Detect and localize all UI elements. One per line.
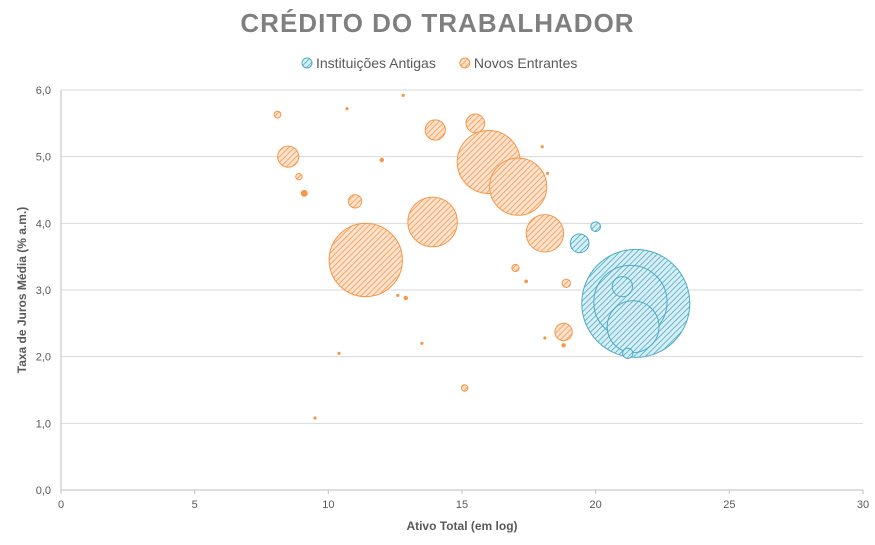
legend-marker <box>459 57 471 69</box>
bubble <box>606 300 660 354</box>
series-novos-entrantes <box>273 93 573 420</box>
bubble <box>460 384 469 392</box>
x-tick-label: 15 <box>456 499 468 511</box>
bubble <box>403 295 409 301</box>
bubble <box>543 336 547 340</box>
bubble <box>554 322 573 342</box>
axes: 0,0 1,0 2,0 3,0 4,0 5,0 6,0 0 5 10 15 20 25 30 <box>36 85 869 511</box>
legend-item: Instituições Antigas <box>301 55 436 71</box>
bubble <box>277 145 300 168</box>
x-tick-label: 10 <box>322 499 334 511</box>
bubble <box>524 279 528 284</box>
series-instituicoes-antigas <box>569 221 691 359</box>
legend-marker <box>301 57 313 69</box>
bubble <box>590 221 601 232</box>
bubble <box>337 351 341 355</box>
x-tick-label: 5 <box>192 499 198 511</box>
bubble <box>420 341 424 345</box>
bubble <box>424 119 446 141</box>
bubble <box>561 343 566 348</box>
bubble <box>611 276 634 298</box>
legend-item: Novos Entrantes <box>459 55 578 71</box>
bubble <box>561 278 571 289</box>
x-tick-label: 30 <box>857 499 869 511</box>
bubble <box>313 416 317 420</box>
x-tick-label: 0 <box>58 499 64 511</box>
bubble <box>465 113 486 134</box>
y-tick-label: 2,0 <box>36 352 51 364</box>
x-axis-label: Ativo Total (em log) <box>406 519 517 533</box>
bubble <box>540 145 544 149</box>
legend-label: Instituições Antigas <box>316 55 436 71</box>
bubble <box>347 194 363 209</box>
bubble <box>379 157 385 163</box>
legend-label: Novos Entrantes <box>474 55 578 71</box>
bubble <box>328 222 403 298</box>
bubble <box>511 263 520 273</box>
bubble <box>300 189 308 197</box>
legend: Instituições Antigas Novos Entrantes <box>301 55 578 71</box>
bubble <box>273 110 282 119</box>
bubble <box>407 196 458 248</box>
bubble <box>401 93 405 97</box>
x-tick-label: 20 <box>590 499 602 511</box>
y-tick-label: 3,0 <box>36 285 51 297</box>
y-tick-label: 5,0 <box>36 152 51 164</box>
y-tick-label: 0,0 <box>36 485 51 497</box>
bubble <box>622 347 634 359</box>
bubble <box>545 171 550 175</box>
bubble <box>295 172 303 181</box>
bubble <box>525 214 565 253</box>
chart-title: CRÉDITO DO TRABALHADOR <box>240 8 635 38</box>
y-axis-label: Taxa de Juros Média (% a.m.) <box>15 207 29 374</box>
bubble <box>396 293 400 297</box>
bubble <box>569 233 590 254</box>
y-tick-label: 1,0 <box>36 418 51 430</box>
x-tick-label: 25 <box>723 499 735 511</box>
bubble <box>345 107 349 111</box>
y-tick-label: 4,0 <box>36 218 51 230</box>
y-tick-label: 6,0 <box>36 85 51 97</box>
bubble <box>489 157 548 216</box>
bubbles <box>273 93 691 420</box>
